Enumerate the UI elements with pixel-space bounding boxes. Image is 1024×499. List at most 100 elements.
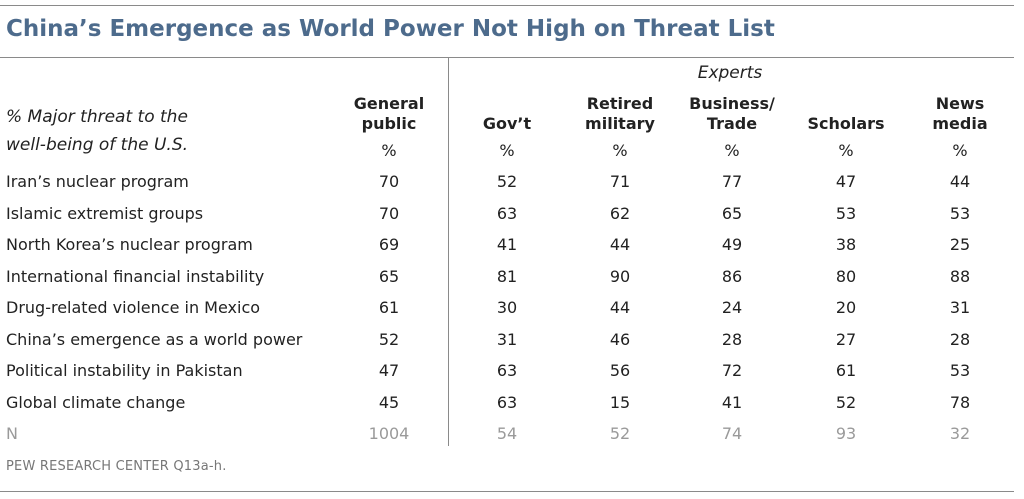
table-cell: 93 [835,424,857,443]
column-unit: % [381,141,397,160]
table-cell: 77 [721,172,743,191]
table-cell: 65 [378,266,400,286]
table-row: China’s emergence as a world power 52 31 46… [0,324,1014,355]
table-cell: 54 [496,424,518,443]
table-cell: 41 [496,235,518,254]
table-cell: 63 [496,392,518,412]
table-cell: 62 [609,203,631,223]
table-cell: 31 [496,329,518,349]
table-stub: % Major threat to the well-being of the … [6,103,188,159]
row-label: Islamic extremist groups [6,203,204,223]
table-cell: 24 [721,298,743,317]
column-header: Business/Trade [677,92,787,134]
column-header: Scholars [791,92,901,134]
column-header-line-2: public [361,114,417,133]
column-unit: % [499,141,515,160]
table-cell: 52 [609,424,631,443]
table-cell: 52 [835,392,857,412]
column-unit: % [724,141,740,160]
chart-title: China’s Emergence as World Power Not Hig… [6,16,775,42]
table-row: Global climate change 45 63 15 41 52 78 [0,387,1014,418]
column-divider [448,58,449,446]
table-cell: 90 [609,266,631,286]
table-cell: 30 [496,298,518,317]
table-cell: 52 [378,329,400,349]
table-cell: 88 [949,266,971,286]
table-cell: 74 [721,424,743,443]
table-cell: 53 [949,361,971,380]
table-cell: 32 [949,424,971,443]
stub-line-1: % Major threat to the [6,107,188,127]
table-cell: 63 [496,361,518,380]
column-header-line-1: General [353,94,425,113]
bottom-rule [0,491,1014,492]
experts-group-label: Experts [697,63,763,83]
table-cell: 28 [721,329,743,349]
table-row: Political instability in Pakistan 47 63 56 7… [0,355,1014,386]
table-row: Iran’s nuclear program 70 52 71 77 47 44 [0,166,1014,197]
column-header: Retired military [565,92,675,134]
table-cell: 63 [496,203,518,223]
table-cell: 45 [378,392,400,412]
table-cell: 49 [721,235,743,254]
table-cell: 65 [721,203,743,223]
table-cell: 61 [835,361,857,380]
column-header: General public [334,92,444,134]
table-cell: 70 [378,172,400,191]
table-cell: 56 [609,361,631,380]
column-unit: % [838,141,854,160]
table-row: North Korea’s nuclear program 69 41 44 49 38 2… [0,229,1014,260]
table-cell: 86 [721,266,743,286]
table-cell: 15 [609,392,631,412]
row-label: China’s emergence as a world power [6,329,303,349]
row-label: Political instability in Pakistan [6,361,243,380]
column-header-line-2: military [585,114,655,133]
table-cell: 70 [378,203,400,223]
table-cell: 80 [835,266,857,286]
table-cell: 61 [378,298,400,317]
table-cell: 20 [835,298,857,317]
row-label: N [6,424,18,443]
row-label: Drug-related violence in Mexico [6,298,261,317]
table-row: Islamic extremist groups 70 63 62 65 53 53 [0,198,1014,229]
table-cell: 1004 [368,424,410,443]
top-rule [0,5,1014,6]
row-label: International financial instability [6,266,265,286]
column-header-line-2: Trade [706,114,758,133]
column-header-line-1: Scholars [807,114,885,133]
table-cell: 44 [609,235,631,254]
table-cell: 47 [835,172,857,191]
title-rule [0,57,1014,58]
stub-line-2: well-being of the U.S. [6,135,189,155]
table-cell: 78 [949,392,971,412]
table-cell: 53 [949,203,971,223]
column-header-line-1: Gov’t [482,114,532,133]
table-cell: 46 [609,329,631,349]
column-unit: % [612,141,628,160]
table-cell: 31 [949,298,971,317]
column-header: Gov’t [452,92,562,134]
table-cell: 27 [835,329,857,349]
table-cell: 52 [496,172,518,191]
column-header: News media [905,92,1015,134]
table-cell: 71 [609,172,631,191]
row-label: North Korea’s nuclear program [6,235,253,254]
source-note: PEW RESEARCH CENTER Q13a-h. [6,459,227,474]
table-cell: 47 [378,361,400,380]
table-cell: 44 [609,298,631,317]
column-header-line-1: Business/ [689,94,775,113]
column-header-line-1: Retired [586,94,654,113]
table-row: International financial instability 65 81 9… [0,261,1014,292]
table-cell: 72 [721,361,743,380]
table-cell: 81 [496,266,518,286]
table-cell: 25 [949,235,971,254]
row-label: Global climate change [6,392,186,412]
column-unit: % [952,141,968,160]
sample-size-row: N 1004 54 52 74 93 32 [0,418,1014,449]
table-row: Drug-related violence in Mexico 61 30 44 24 2… [0,292,1014,323]
table-cell: 41 [721,392,743,412]
column-header-line-1: News [935,94,985,113]
table-cell: 44 [949,172,971,191]
table-cell: 38 [835,235,857,254]
table-cell: 69 [378,235,400,254]
